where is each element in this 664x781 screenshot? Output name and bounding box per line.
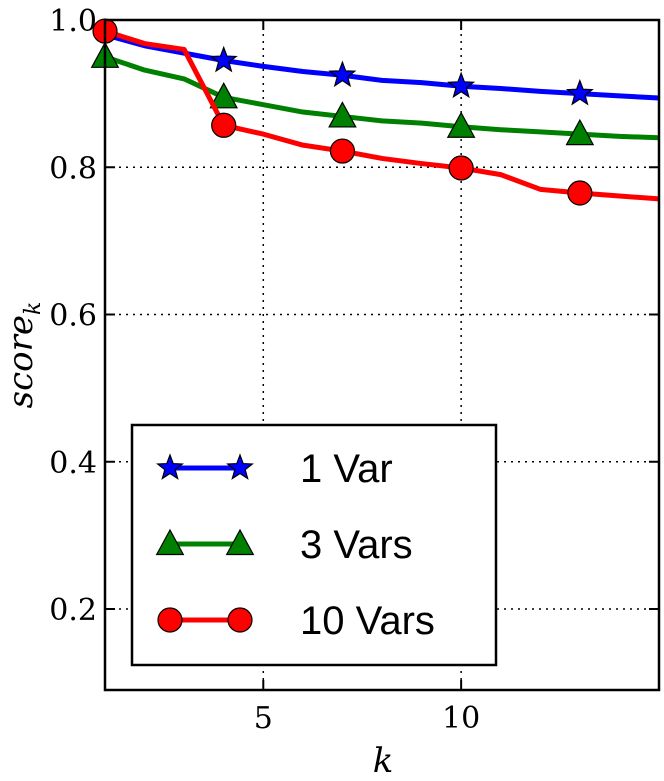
legend-label: 10 Vars — [300, 599, 435, 643]
series-group — [90, 18, 660, 206]
data-point-marker — [329, 138, 356, 164]
series-1-var — [105, 32, 660, 106]
legend: 1 Var 3 Vars 10 Vars — [130, 423, 498, 667]
data-point-marker — [565, 78, 594, 106]
legend-marker — [225, 528, 255, 556]
legend-marker — [156, 453, 184, 480]
data-point-marker — [446, 111, 476, 138]
axis-labels: k scorek — [1, 302, 393, 781]
legend-label: 3 Vars — [300, 523, 413, 567]
legend-entry: 3 Vars — [155, 523, 413, 567]
data-point-marker — [209, 45, 238, 73]
series-3-vars — [90, 41, 660, 146]
x-axis-label: k — [373, 741, 394, 781]
legend-marker — [226, 453, 254, 480]
y-tick-label: 0.8 — [49, 151, 97, 186]
y-tick-label: 0.2 — [49, 593, 97, 628]
y-tick-label: 0.6 — [49, 299, 97, 334]
y-axis-label: scorek — [1, 302, 46, 409]
series-10-vars — [92, 18, 660, 206]
legend-marker — [157, 607, 183, 633]
data-point-marker — [328, 101, 357, 128]
data-point-marker — [447, 71, 476, 99]
legend-marker — [227, 607, 253, 633]
data-point-marker — [565, 118, 595, 146]
data-point-marker — [328, 60, 357, 88]
x-tick-label: 10 — [442, 701, 480, 736]
y-axis-label-subscript: k — [21, 302, 46, 315]
legend-entry: 10 Vars — [157, 599, 435, 643]
y-axis-label-main: score — [1, 315, 41, 408]
data-point-marker — [209, 82, 239, 109]
y-tick-label: 0.4 — [49, 446, 97, 481]
series-line — [105, 54, 660, 141]
legend-marker — [155, 528, 185, 556]
data-point-marker — [211, 112, 237, 138]
legend-label: 1 Var — [300, 447, 393, 491]
data-point-marker — [448, 155, 474, 181]
data-point-marker — [567, 180, 593, 206]
legend-entry: 1 Var — [156, 447, 393, 491]
x-tick-label: 5 — [254, 701, 273, 736]
plot-frame — [103, 18, 661, 692]
series-line — [105, 32, 660, 101]
y-tick-label: 1.0 — [49, 4, 97, 39]
ticks: 5 10 0.2 0.4 0.6 0.8 1.0 — [49, 4, 659, 736]
series-line — [105, 28, 660, 202]
